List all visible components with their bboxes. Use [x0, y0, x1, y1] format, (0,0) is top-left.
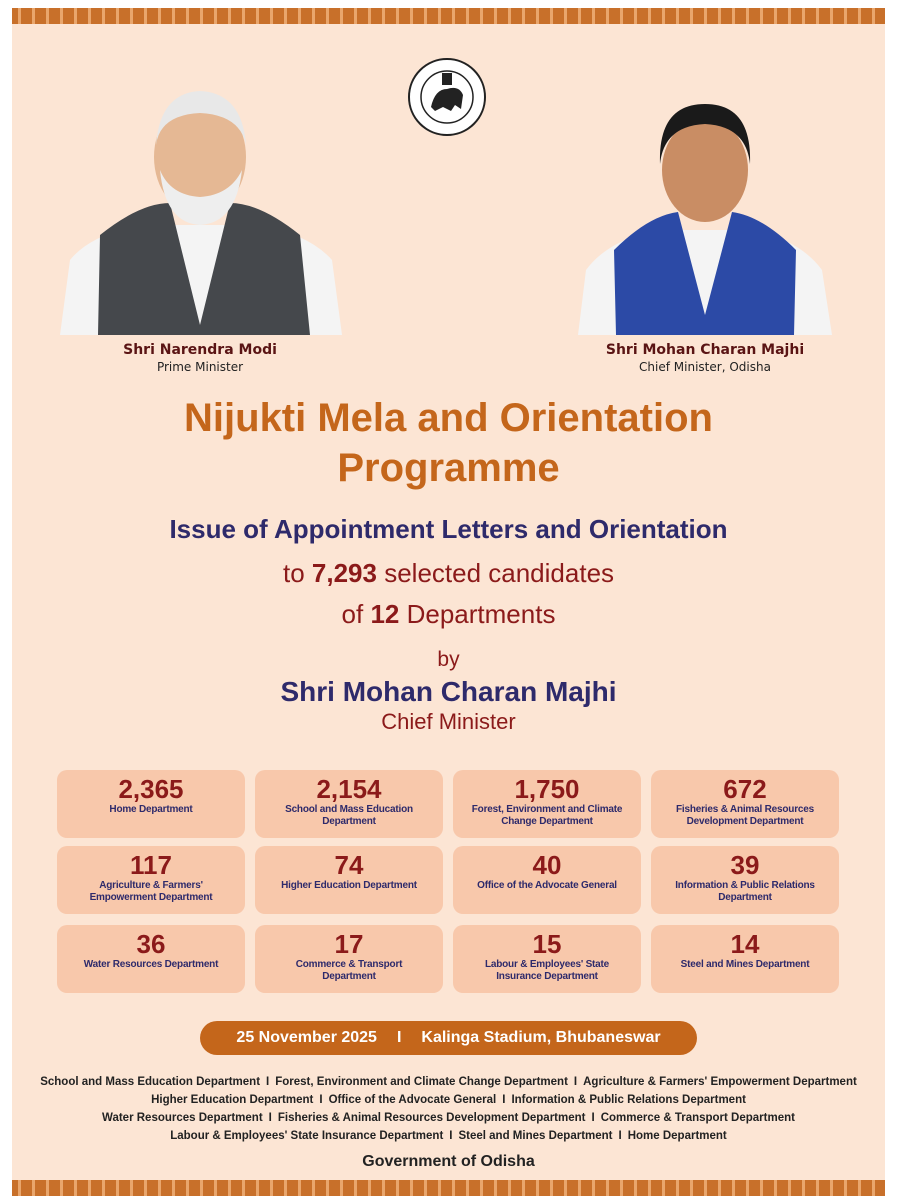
- footer-department: Forest, Environment and Climate Change D…: [275, 1076, 568, 1088]
- photo-prime-minister: [60, 91, 342, 335]
- department-count: 117: [130, 850, 172, 880]
- candidates-line: to 7,293 selected candidates: [0, 558, 897, 589]
- text: selected candidates: [384, 558, 615, 588]
- title: Nijukti Mela and Orientation: [184, 396, 713, 440]
- footer-line: School and Mass Education Department I For…: [0, 1076, 897, 1088]
- footer-line: Labour & Employees' State Insurance Depa…: [0, 1130, 897, 1142]
- footer-department: Commerce & Transport Department: [600, 1112, 795, 1124]
- separator: I: [618, 1130, 622, 1142]
- bottom-border: [12, 1180, 885, 1196]
- footer-department: Water Resources Department: [102, 1112, 263, 1124]
- footer-department: Steel and Mines Department: [458, 1130, 613, 1142]
- department-count: 39: [730, 850, 760, 880]
- by: by: [437, 648, 460, 671]
- count: 7,293: [311, 558, 377, 588]
- title: Programme: [337, 446, 560, 490]
- department-card: 17 Commerce & Transport Department: [255, 925, 443, 993]
- department-card: 117 Agriculture & Farmers' Empowerment De…: [57, 846, 245, 914]
- photo-chief-minister: [578, 104, 832, 335]
- footer-department: Labour & Employees' State Insurance Depa…: [170, 1130, 444, 1142]
- event-banner: 25 November 2025 I Kalinga Stadium, Bhuban…: [200, 1021, 697, 1055]
- event-venue: Kalinga Stadium, Bhubaneswar: [421, 1029, 661, 1046]
- presenter-role: Chief Minister: [381, 709, 516, 734]
- department-count: 2,154: [316, 774, 382, 804]
- department-name: Water Resources Department: [83, 959, 219, 970]
- department-count: 1,750: [514, 774, 580, 804]
- subtitle: Issue of Appointment Letters and Orienta…: [169, 514, 728, 544]
- count: 12: [370, 599, 400, 629]
- department-name: Office of the Advocate General: [477, 880, 617, 891]
- department-count: 14: [730, 929, 760, 959]
- department-name: Fisheries & Animal Resources Development…: [676, 804, 814, 827]
- footer-department: Home Department: [627, 1130, 727, 1142]
- footer-department: Information & Public Relations Departmen…: [511, 1094, 746, 1106]
- department-card: 14 Steel and Mines Department: [651, 925, 839, 993]
- department-name: Home Department: [109, 804, 193, 815]
- department-count: 15: [532, 929, 562, 959]
- department-name: Labour & Employees' State Insurance Depa…: [484, 959, 610, 982]
- separator: I: [266, 1076, 270, 1088]
- text: to: [282, 558, 305, 588]
- leader-name: Shri Mohan Charan Majhi: [605, 342, 805, 358]
- leader-role: Chief Minister, Odisha: [639, 360, 771, 374]
- department-name: Forest, Environment and Climate Change D…: [471, 804, 623, 827]
- organisation: Government of Odisha: [362, 1153, 535, 1170]
- footer-department: Office of the Advocate General: [328, 1094, 497, 1106]
- text: of: [341, 599, 364, 629]
- top-border: [12, 8, 885, 24]
- separator: I: [502, 1094, 506, 1106]
- leader-name: Shri Narendra Modi: [123, 342, 277, 358]
- footer-department: Fisheries & Animal Resources Development…: [277, 1112, 586, 1124]
- separator: I: [268, 1112, 272, 1124]
- event-date: 25 November 2025: [236, 1029, 377, 1046]
- department-card: 2,365 Home Department: [57, 770, 245, 838]
- departments-line: of 12 Departments: [0, 599, 897, 630]
- separator: I: [591, 1112, 595, 1124]
- department-card: 40 Office of the Advocate General: [453, 846, 641, 914]
- separator: I: [396, 1029, 402, 1046]
- department-count: 17: [334, 929, 364, 959]
- department-name: Higher Education Department: [281, 880, 417, 891]
- presenter-name: Shri Mohan Charan Majhi: [280, 676, 617, 707]
- emblem: [408, 58, 486, 136]
- footer-department: Agriculture & Farmers' Empowerment Depar…: [583, 1076, 857, 1088]
- department-card: 2,154 School and Mass Education Departmen…: [255, 770, 443, 838]
- department-count: 672: [723, 774, 767, 804]
- department-card: 1,750 Forest, Environment and Climate Cha…: [453, 770, 641, 838]
- separator: I: [573, 1076, 578, 1088]
- department-name: Commerce & Transport Department: [295, 959, 403, 982]
- footer-line: Higher Education Department I Office of th…: [0, 1094, 897, 1106]
- department-card: 15 Labour & Employees' State Insurance De…: [453, 925, 641, 993]
- department-count: 40: [532, 850, 562, 880]
- footer-line: Water Resources Department I Fisheries & A…: [0, 1112, 897, 1124]
- department-card: 39 Information & Public Relations Departm…: [651, 846, 839, 914]
- text: Departments: [406, 599, 556, 629]
- separator: I: [449, 1130, 453, 1142]
- footer-department: Higher Education Department: [151, 1094, 314, 1106]
- footer-department: School and Mass Education Department: [40, 1076, 261, 1088]
- department-count: 74: [334, 850, 364, 880]
- department-card: 74 Higher Education Department: [255, 846, 443, 914]
- department-name: Information & Public Relations Departmen…: [675, 880, 815, 903]
- department-name: Steel and Mines Department: [680, 959, 810, 970]
- separator: I: [319, 1094, 323, 1106]
- department-card: 36 Water Resources Department: [57, 925, 245, 993]
- department-card: 672 Fisheries & Animal Resources Developm…: [651, 770, 839, 838]
- department-count: 36: [136, 929, 166, 959]
- department-count: 2,365: [118, 774, 184, 804]
- leader-role: Prime Minister: [156, 360, 244, 374]
- department-name: School and Mass Education Department: [285, 804, 413, 827]
- department-name: Agriculture & Farmers' Empowerment Depar…: [89, 880, 213, 903]
